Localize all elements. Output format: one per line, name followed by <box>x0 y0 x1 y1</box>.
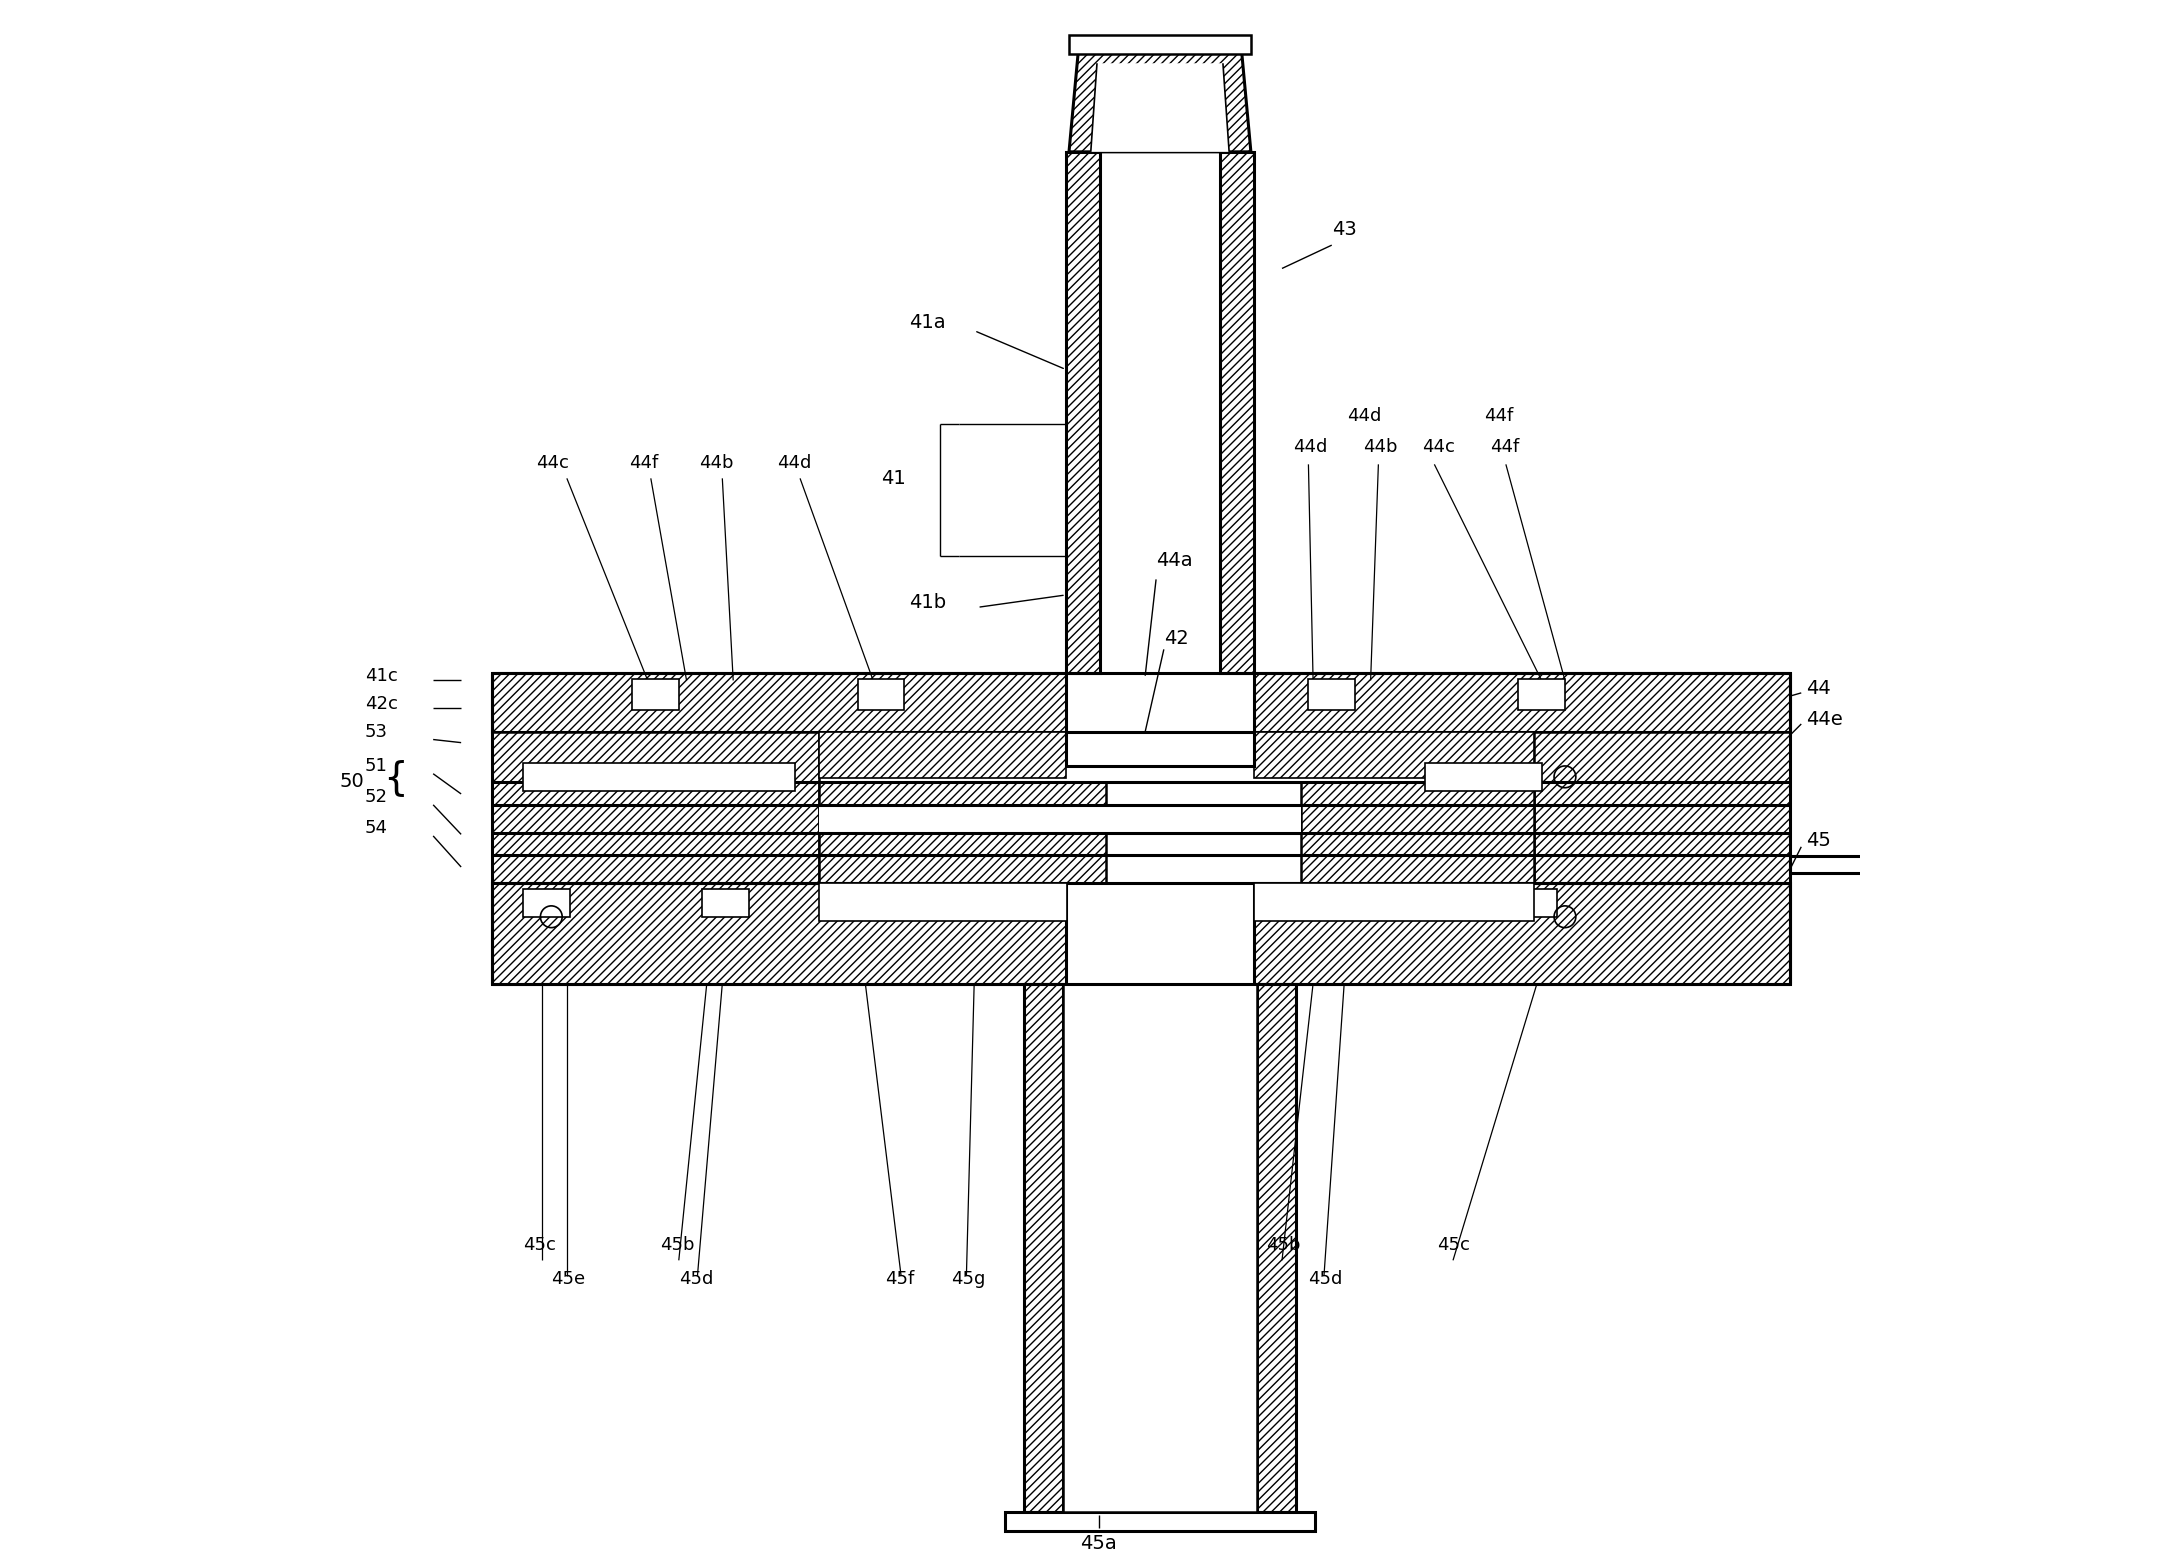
Bar <box>702 889 749 917</box>
Bar <box>1308 678 1356 710</box>
Bar <box>1254 883 1534 922</box>
Text: 45a: 45a <box>1081 1533 1118 1552</box>
Bar <box>1534 782 1791 883</box>
Bar <box>1064 983 1256 1511</box>
Bar <box>1300 782 1534 883</box>
Text: 45f: 45f <box>886 1271 914 1288</box>
Polygon shape <box>1092 63 1228 152</box>
Text: 45d: 45d <box>678 1271 713 1288</box>
Text: 41: 41 <box>882 469 905 488</box>
Bar <box>1254 672 1791 731</box>
Text: 45e: 45e <box>552 1271 585 1288</box>
Text: 44e: 44e <box>1806 710 1843 728</box>
Text: 44f: 44f <box>1490 438 1521 456</box>
Text: 44b: 44b <box>700 453 734 472</box>
Bar <box>1256 983 1295 1511</box>
Text: 52: 52 <box>364 788 388 807</box>
Text: 45d: 45d <box>1308 1271 1343 1288</box>
Text: 45b: 45b <box>661 1236 695 1254</box>
Text: 41c: 41c <box>364 667 399 685</box>
Text: 44c: 44c <box>535 453 570 472</box>
Text: 44f: 44f <box>628 453 658 472</box>
Text: 44d: 44d <box>778 453 810 472</box>
Bar <box>524 889 570 917</box>
Text: 44c: 44c <box>1421 438 1456 456</box>
Text: 45g: 45g <box>951 1271 986 1288</box>
Bar <box>1534 731 1791 782</box>
Polygon shape <box>1254 731 1534 778</box>
Text: 51: 51 <box>364 756 388 775</box>
Text: 44a: 44a <box>1157 552 1193 570</box>
Bar <box>1323 889 1371 917</box>
Bar <box>492 782 819 883</box>
Text: 42c: 42c <box>364 696 399 713</box>
Text: 53: 53 <box>364 722 388 741</box>
Text: 54: 54 <box>364 819 388 838</box>
Text: 45b: 45b <box>1267 1236 1302 1254</box>
Bar <box>492 672 1066 731</box>
Bar <box>858 678 903 710</box>
Text: 45: 45 <box>1806 832 1830 850</box>
Bar <box>819 883 1068 922</box>
Bar <box>1005 1511 1315 1530</box>
Text: 42: 42 <box>1163 628 1189 649</box>
Bar <box>492 731 819 782</box>
Bar <box>1025 983 1064 1511</box>
Text: 44b: 44b <box>1362 438 1397 456</box>
Text: 50: 50 <box>340 772 364 791</box>
Bar <box>1254 883 1791 983</box>
Bar <box>1518 678 1566 710</box>
Bar <box>1510 889 1557 917</box>
Text: 45c: 45c <box>524 1236 557 1254</box>
Text: 44f: 44f <box>1484 406 1514 425</box>
Text: 41a: 41a <box>910 313 947 333</box>
Text: 44d: 44d <box>1347 406 1382 425</box>
Bar <box>819 782 1107 883</box>
Bar <box>1070 36 1252 53</box>
Bar <box>1066 731 1254 766</box>
Bar <box>1791 857 1906 874</box>
Bar <box>632 678 678 710</box>
Bar <box>1066 152 1100 672</box>
Text: {: { <box>383 760 407 797</box>
Text: 41b: 41b <box>910 594 947 613</box>
Bar <box>1425 763 1542 791</box>
Text: 43: 43 <box>1332 220 1356 239</box>
Polygon shape <box>819 731 1066 778</box>
Text: 45c: 45c <box>1438 1236 1471 1254</box>
Bar <box>492 883 1066 983</box>
Bar <box>1219 152 1254 672</box>
Text: 44d: 44d <box>1293 438 1328 456</box>
Bar <box>524 763 795 791</box>
Bar <box>819 805 1300 833</box>
Text: 44: 44 <box>1806 678 1830 697</box>
Polygon shape <box>1070 52 1252 152</box>
